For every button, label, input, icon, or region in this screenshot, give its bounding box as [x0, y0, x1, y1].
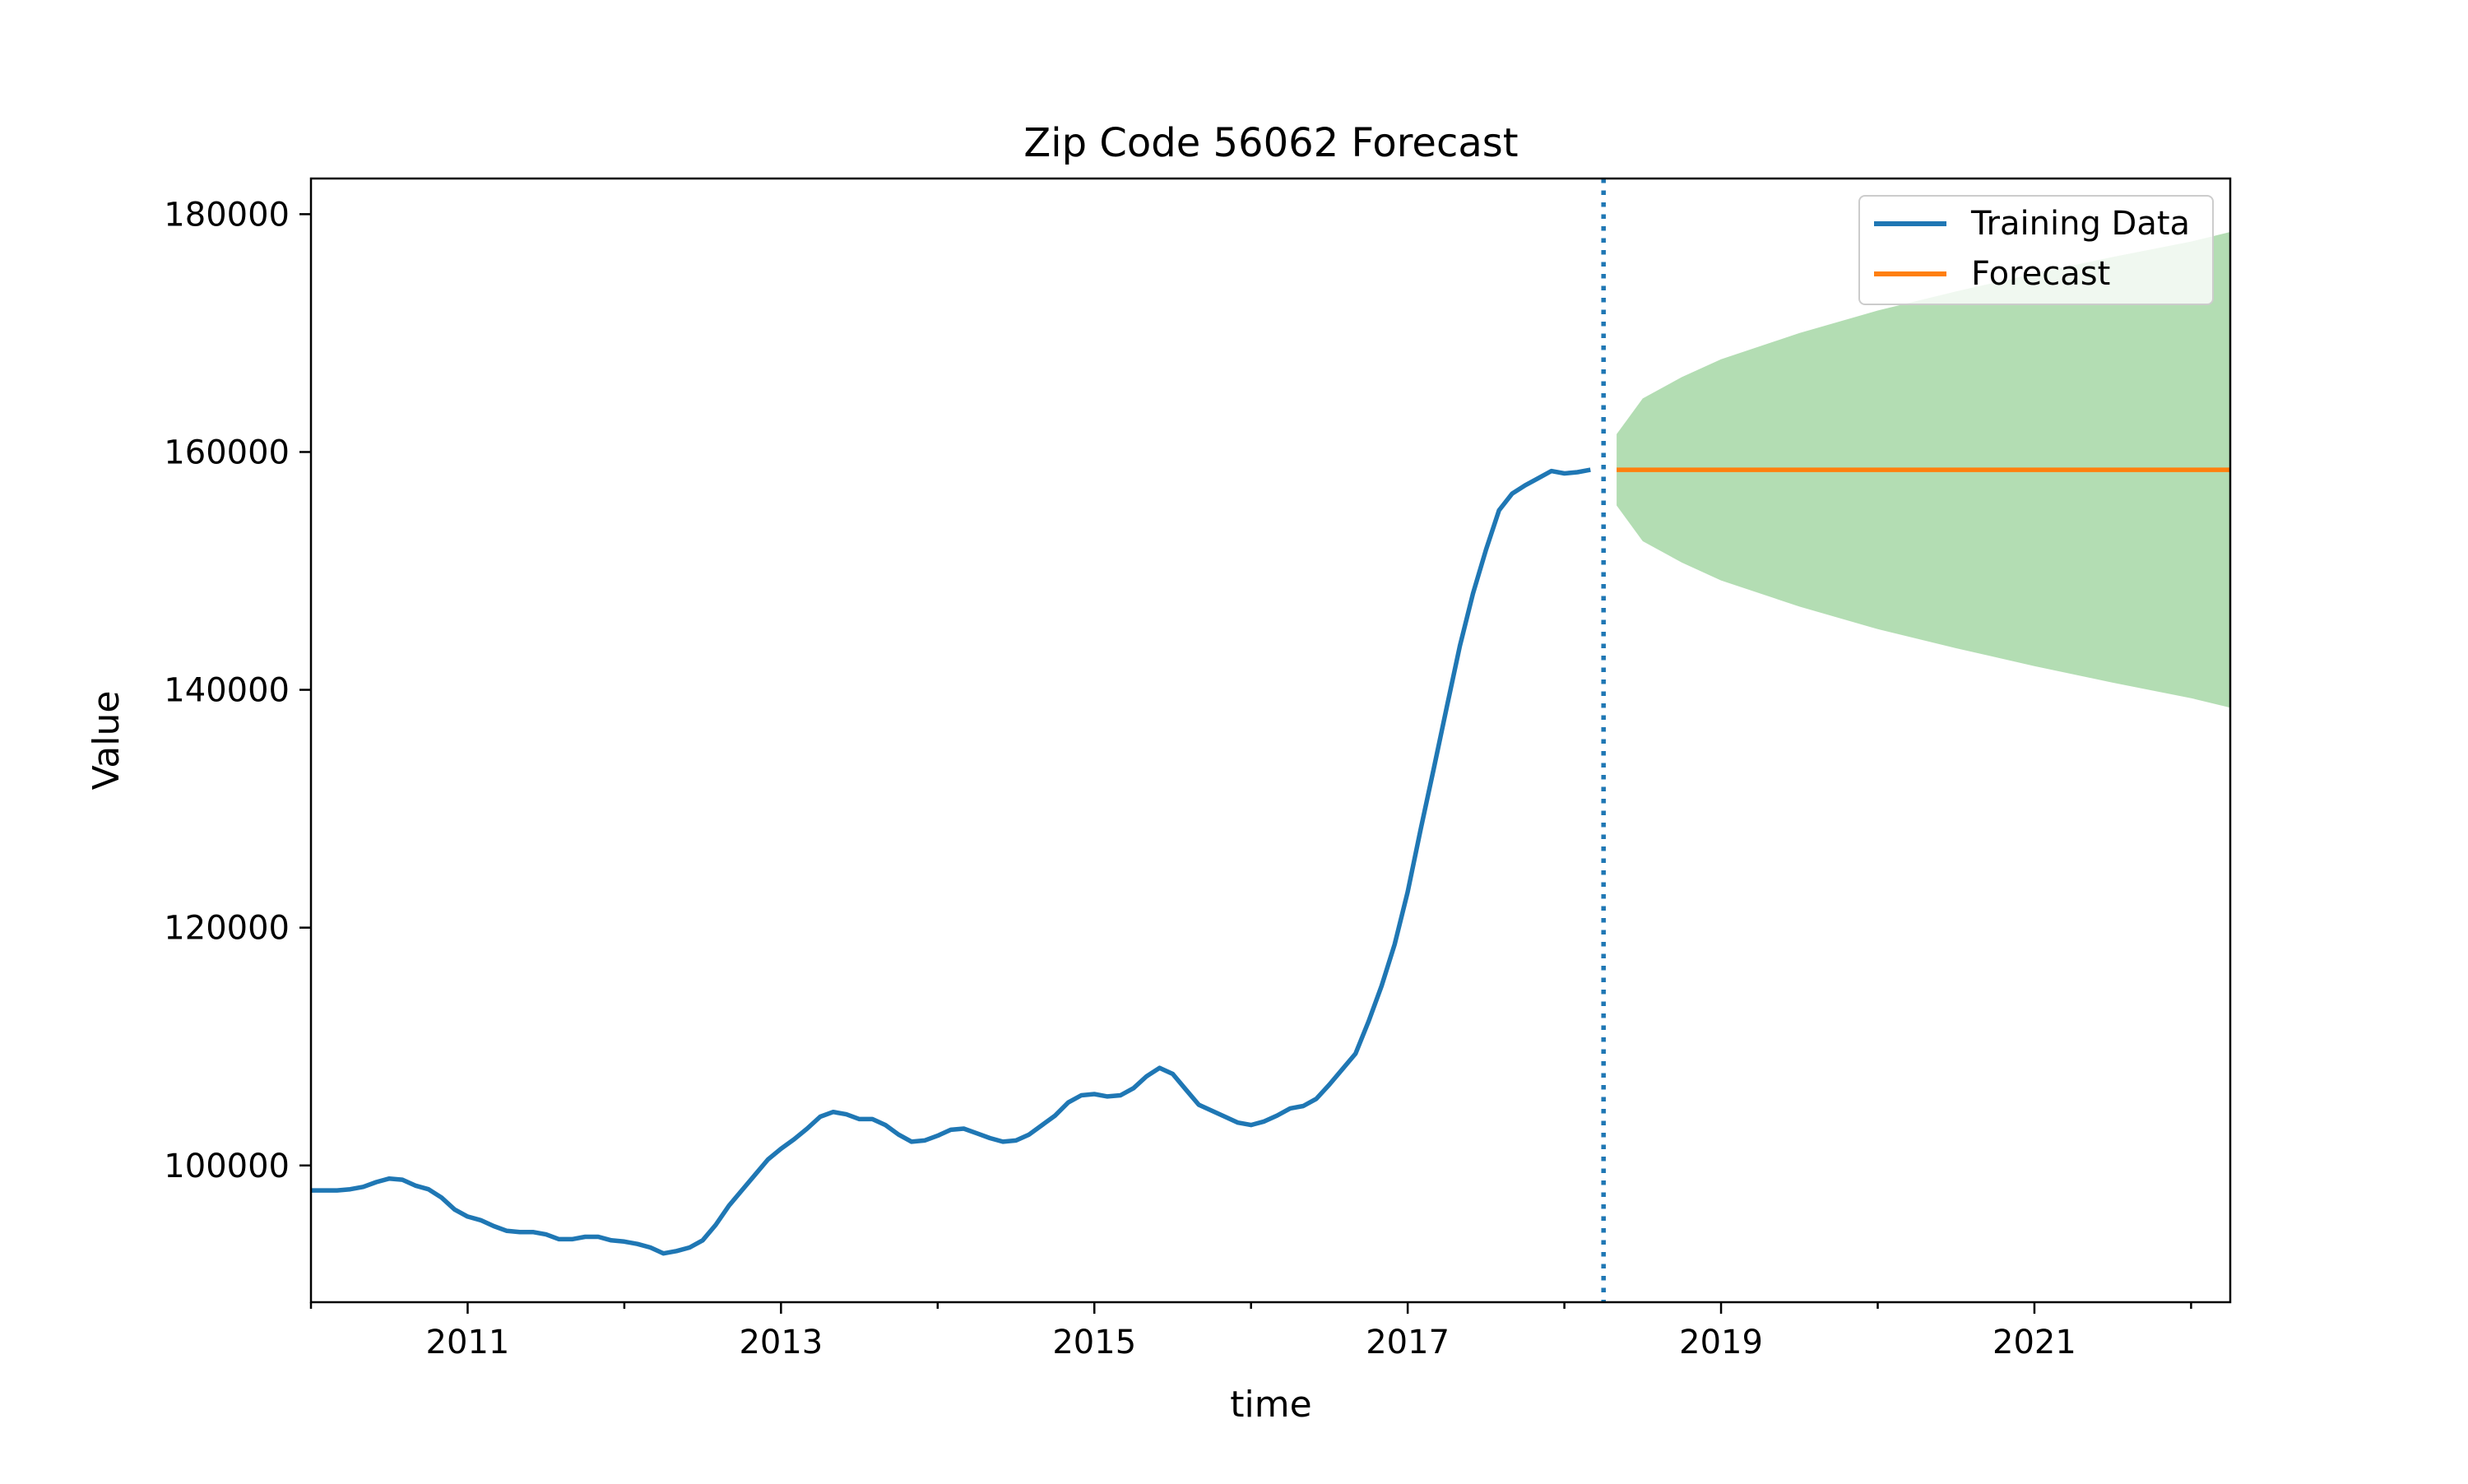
x-tick-label: 2021	[1992, 1324, 2076, 1361]
legend-label-forecast: Forecast	[1971, 255, 2110, 293]
chart-title: Zip Code 56062 Forecast	[1023, 120, 1518, 166]
x-tick-label: 2013	[739, 1324, 823, 1361]
y-tick-label: 160000	[164, 434, 290, 471]
y-tick-label: 140000	[164, 672, 290, 710]
y-axis-ticks: 100000 120000 140000 160000 180000	[164, 196, 311, 1185]
x-tick-label: 2017	[1366, 1324, 1450, 1361]
legend-label-training: Training Data	[1970, 205, 2190, 243]
x-axis-title: time	[1230, 1384, 1311, 1426]
training-data-line	[311, 467, 1591, 1256]
x-tick-label: 2015	[1052, 1324, 1136, 1361]
plot-frame	[309, 177, 2232, 1304]
y-axis-title: Value	[86, 691, 128, 791]
legend-box	[1858, 195, 2214, 305]
x-axis-ticks: 2011 2013 2015 2017 2019 2021	[309, 1302, 2192, 1361]
y-tick-label: 120000	[164, 910, 290, 948]
x-tick-label: 2019	[1679, 1324, 1763, 1361]
legend: Training Data Forecast	[1858, 195, 2214, 305]
y-tick-label: 180000	[164, 196, 290, 234]
plot-data-layer	[311, 179, 2230, 1302]
y-tick-label: 100000	[164, 1148, 290, 1185]
x-tick-label: 2011	[426, 1324, 510, 1361]
